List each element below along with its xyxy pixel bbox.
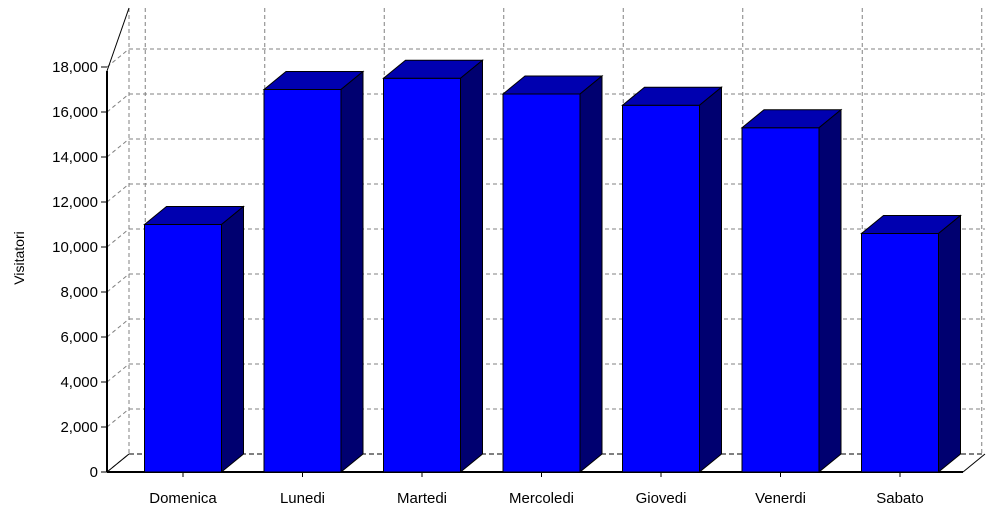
y-tick-label: 12,000	[52, 194, 98, 211]
bar-front	[144, 224, 222, 473]
y-tick-label: 0	[90, 464, 98, 481]
x-tick-label: Sabato	[876, 490, 924, 507]
bar-domenica	[143, 205, 245, 474]
side-wall-grid-line	[106, 183, 130, 203]
bar-sabato	[860, 214, 962, 474]
y-axis-title: Visitatori	[11, 231, 27, 284]
bar-front	[502, 93, 581, 473]
side-wall-grid-line	[106, 273, 130, 293]
side-wall-grid-line	[106, 318, 130, 338]
y-tick-label: 2,000	[60, 419, 98, 436]
bars-layer	[143, 59, 962, 474]
x-tick-label: Domenica	[149, 490, 217, 507]
bar-lunedi	[262, 70, 365, 474]
y-axis-depth-line	[106, 7, 130, 72]
bar-martedi	[382, 59, 484, 474]
bar-front	[622, 104, 700, 473]
bar-side	[579, 74, 603, 474]
bar-venerdi	[740, 108, 843, 474]
bar-side	[818, 108, 842, 474]
tick-labels: 0 2,000 4,000 6,000 8,000 10,000 12,000 14,000 1…	[52, 59, 924, 507]
y-tick-label: 16,000	[52, 104, 98, 121]
bar-giovedi	[621, 86, 723, 474]
y-tick-label: 10,000	[52, 239, 98, 256]
y-tick-label: 18,000	[52, 59, 98, 76]
y-tick-label: 6,000	[60, 329, 98, 346]
bar-side	[938, 214, 961, 474]
y-tick-label: 8,000	[60, 284, 98, 301]
bar-front	[263, 89, 342, 473]
bar-side	[221, 205, 244, 474]
y-tick-label: 14,000	[52, 149, 98, 166]
bar-mercoledi	[501, 74, 604, 474]
side-wall-grid-line	[106, 48, 130, 68]
bar-side	[699, 86, 722, 474]
floor-left-edge	[106, 453, 130, 473]
bar-front	[383, 77, 461, 473]
bar-front	[861, 233, 939, 473]
x-tick-label: Lunedi	[280, 490, 325, 507]
side-wall-grid-line	[106, 93, 130, 113]
bar-side	[340, 70, 364, 474]
side-wall-grid-line	[106, 228, 130, 248]
bar-front	[741, 127, 820, 473]
x-tick-label: Mercoledi	[509, 490, 574, 507]
bar-side	[460, 59, 483, 474]
floor-right-edge	[962, 453, 986, 473]
y-tick-label: 4,000	[60, 374, 98, 391]
side-wall-grid-line	[106, 363, 130, 383]
x-tick-label: Venerdi	[755, 490, 806, 507]
x-tick-label: Giovedi	[636, 490, 687, 507]
side-wall-grid-line	[106, 408, 130, 428]
x-tick-label: Martedi	[397, 490, 447, 507]
side-wall-grid-line	[106, 138, 130, 158]
